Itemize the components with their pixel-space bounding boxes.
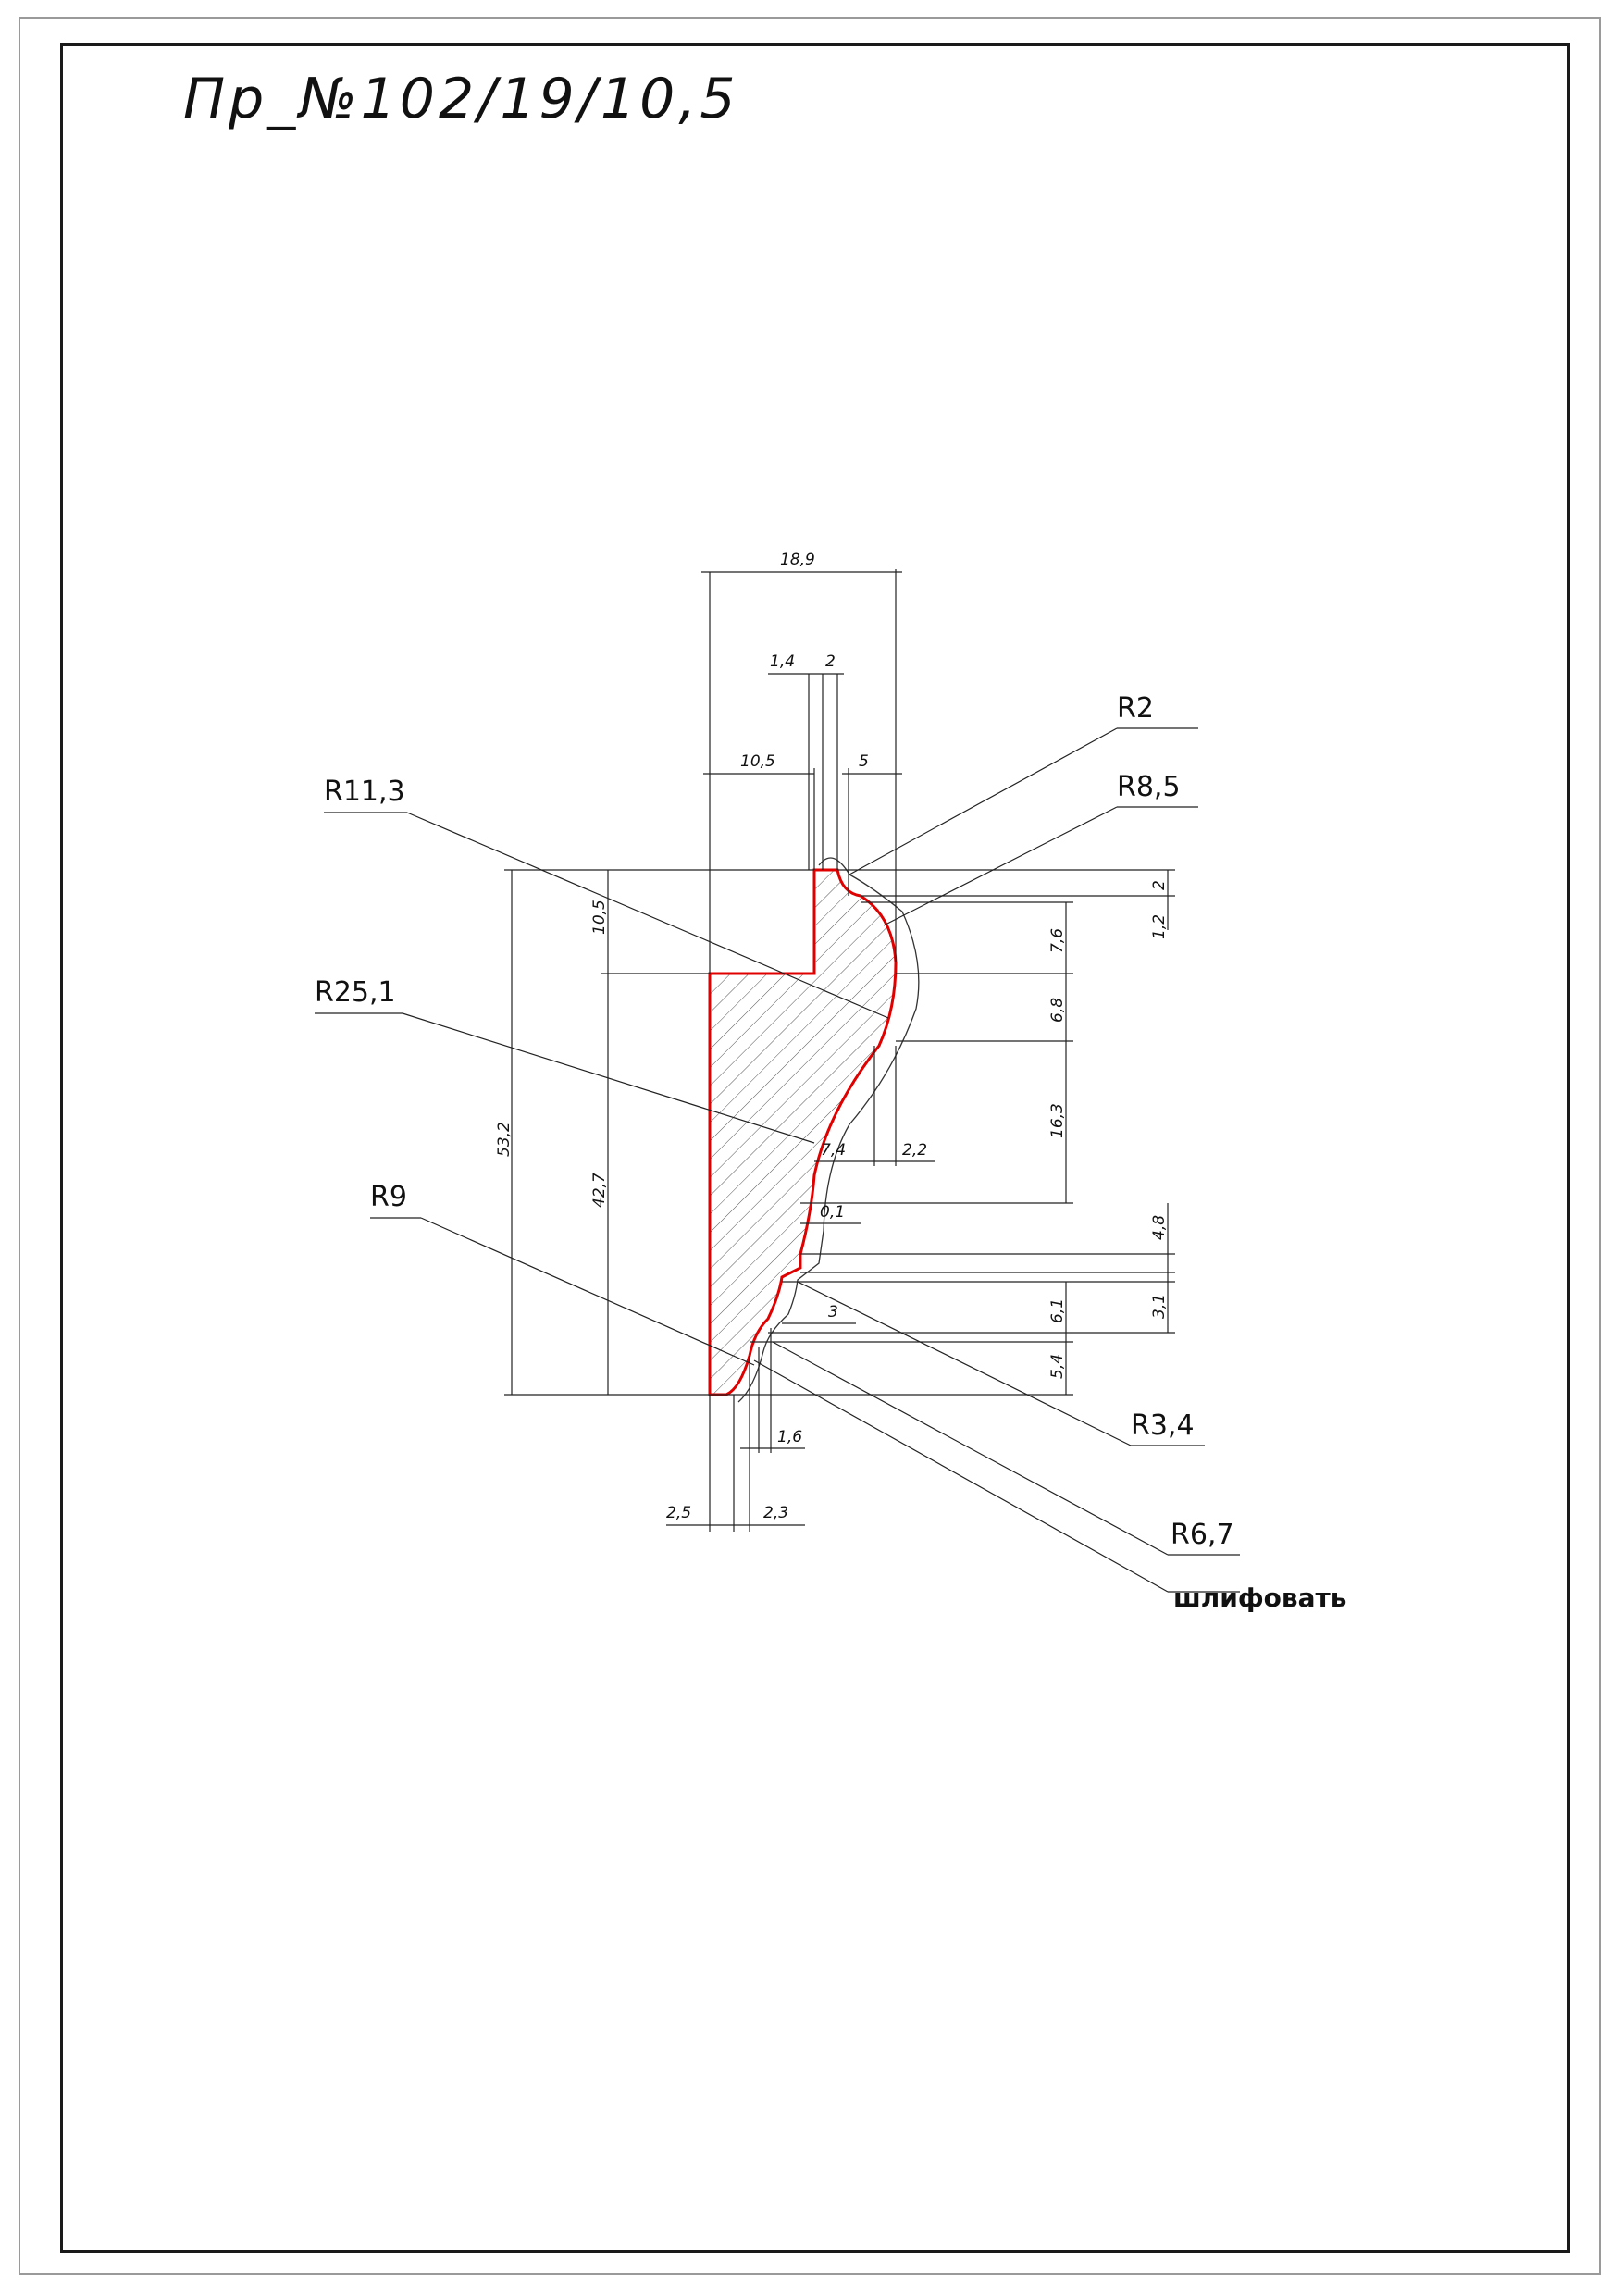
dim-2-3: 2,3 [763, 1504, 788, 1522]
dim-1-6: 1,6 [777, 1428, 802, 1446]
callout-r2: R2 [1117, 692, 1154, 725]
callout-r3-4: R3,4 [1131, 1409, 1195, 1442]
dim-3: 3 [828, 1303, 838, 1322]
callout-r11-3: R11,3 [324, 776, 405, 808]
dim-right-3-1: 3,1 [1150, 1294, 1169, 1319]
dim-10-5-top: 10,5 [740, 752, 775, 771]
dim-right-6-8: 6,8 [1048, 998, 1067, 1023]
dim-53-2: 53,2 [495, 1122, 514, 1157]
dim-10-5-left: 10,5 [590, 900, 609, 935]
inner-frame [60, 43, 1570, 2253]
dim-total-width: 18,9 [780, 551, 815, 569]
dim-7-4: 7,4 [821, 1141, 846, 1160]
dim-right-7-6: 7,6 [1048, 928, 1067, 953]
dim-2-top: 2 [825, 652, 836, 671]
dim-2-2: 2,2 [902, 1141, 927, 1160]
dim-42-7: 42,7 [590, 1173, 609, 1208]
dim-1-4: 1,4 [770, 652, 795, 671]
dim-right-6-1: 6,1 [1048, 1298, 1067, 1323]
dim-right-4-8: 4,8 [1150, 1215, 1169, 1240]
dim-5: 5 [859, 752, 869, 771]
callout-r6-7: R6,7 [1171, 1519, 1234, 1551]
dim-right-1-2: 1,2 [1150, 914, 1169, 939]
dim-0-1: 0,1 [820, 1203, 845, 1222]
dimension-lines [504, 569, 1175, 1532]
dim-right-5-4: 5,4 [1048, 1354, 1067, 1379]
callout-r8-5: R8,5 [1117, 771, 1181, 803]
callout-r25-1: R25,1 [315, 976, 396, 1009]
outer-frame [19, 17, 1601, 2275]
callout-r9: R9 [370, 1181, 407, 1213]
offset-outline [737, 857, 920, 1403]
drawing-title: Пр_№102/19/10,5 [183, 67, 739, 131]
callout-leaders [315, 727, 1240, 1593]
dim-2-5: 2,5 [666, 1504, 691, 1522]
callout-grind: шлифовать [1173, 1582, 1346, 1613]
dim-right-2: 2 [1150, 880, 1169, 890]
dim-right-16-3: 16,3 [1048, 1103, 1067, 1138]
